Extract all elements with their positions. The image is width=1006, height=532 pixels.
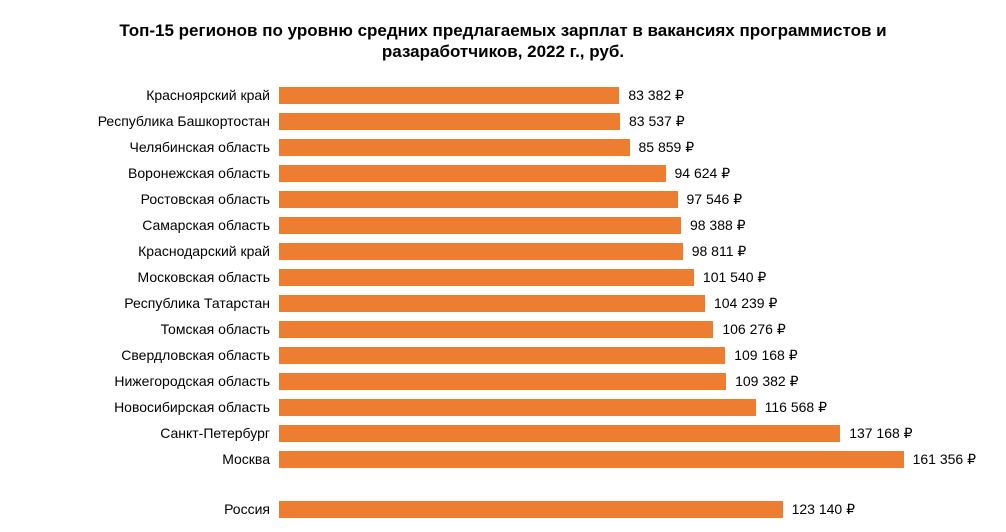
chart-row: Московская область 101 540 ₽ [30,265,976,290]
value-label: 137 168 ₽ [841,425,912,442]
bar [278,424,841,443]
bar-area: 97 546 ₽ [278,190,976,209]
category-label: Самарская область [30,217,278,233]
bar-area: 98 811 ₽ [278,242,976,261]
chart-row: Республика Татарстан 104 239 ₽ [30,291,976,316]
value-label: 101 540 ₽ [695,269,766,286]
bar [278,242,684,261]
chart-container: Топ-15 регионов по уровню средних предла… [0,0,1006,532]
chart-row: Краснодарский край 98 811 ₽ [30,239,976,264]
bar-area: 98 388 ₽ [278,216,976,235]
value-label: 97 546 ₽ [679,191,743,208]
chart-row: Томская область 106 276 ₽ [30,317,976,342]
bar-area: 83 382 ₽ [278,86,976,105]
bar [278,294,706,313]
bar-area: 104 239 ₽ [278,294,976,313]
value-label: 85 859 ₽ [631,139,695,156]
bar [278,268,695,287]
bar [278,216,682,235]
chart-row: Республика Башкортостан 83 537 ₽ [30,109,976,134]
chart-title: Топ-15 регионов по уровню средних предла… [113,20,893,63]
bar-area: 161 356 ₽ [278,450,976,469]
chart-rows: Красноярский край 83 382 ₽ Республика Башк… [30,83,976,523]
value-label: 109 382 ₽ [727,373,798,390]
category-label: Воронежская область [30,165,278,181]
bar [278,86,620,105]
value-label: 83 537 ₽ [621,113,685,130]
category-label: Республика Башкортостан [30,113,278,129]
bar-area: 123 140 ₽ [278,500,976,519]
bar-area: 85 859 ₽ [278,138,976,157]
value-label: 161 356 ₽ [905,451,976,468]
bar-area: 94 624 ₽ [278,164,976,183]
category-label: Новосибирская область [30,399,278,415]
chart-footer-row: Россия 123 140 ₽ [30,497,976,522]
chart-row: Воронежская область 94 624 ₽ [30,161,976,186]
value-label: 106 276 ₽ [714,321,785,338]
category-label: Москва [30,451,278,467]
bar [278,450,905,469]
category-label: Санкт-Петербург [30,425,278,441]
chart-row: Москва 161 356 ₽ [30,447,976,472]
bar [278,500,784,519]
chart-row: Новосибирская область 116 568 ₽ [30,395,976,420]
value-label: 98 811 ₽ [684,243,747,260]
chart-row: Челябинская область 85 859 ₽ [30,135,976,160]
bar-area: 106 276 ₽ [278,320,976,339]
chart-row: Свердловская область 109 168 ₽ [30,343,976,368]
value-label: 109 168 ₽ [726,347,797,364]
category-label: Московская область [30,269,278,285]
value-label: 116 568 ₽ [757,399,827,416]
category-label: Краснодарский край [30,243,278,259]
category-label: Челябинская область [30,139,278,155]
category-label: Россия [30,501,278,517]
bar [278,398,757,417]
bar-area: 109 168 ₽ [278,346,976,365]
bar [278,346,726,365]
value-label: 104 239 ₽ [706,295,777,312]
chart-row: Самарская область 98 388 ₽ [30,213,976,238]
category-label: Томская область [30,321,278,337]
bar-area: 116 568 ₽ [278,398,976,417]
category-label: Нижегородская область [30,373,278,389]
bar [278,320,714,339]
category-label: Ростовская область [30,191,278,207]
bar [278,190,679,209]
bar [278,112,621,131]
value-label: 123 140 ₽ [784,501,855,518]
value-label: 83 382 ₽ [620,87,684,104]
bar [278,138,631,157]
bar [278,164,667,183]
category-label: Республика Татарстан [30,295,278,311]
category-label: Свердловская область [30,347,278,363]
value-label: 94 624 ₽ [667,165,731,182]
value-label: 98 388 ₽ [682,217,746,234]
bar [278,372,727,391]
bar-area: 83 537 ₽ [278,112,976,131]
chart-row: Санкт-Петербург 137 168 ₽ [30,421,976,446]
chart-row: Нижегородская область 109 382 ₽ [30,369,976,394]
chart-row: Красноярский край 83 382 ₽ [30,83,976,108]
bar-area: 101 540 ₽ [278,268,976,287]
bar-area: 109 382 ₽ [278,372,976,391]
chart-row: Ростовская область 97 546 ₽ [30,187,976,212]
bar-area: 137 168 ₽ [278,424,976,443]
category-label: Красноярский край [30,87,278,103]
